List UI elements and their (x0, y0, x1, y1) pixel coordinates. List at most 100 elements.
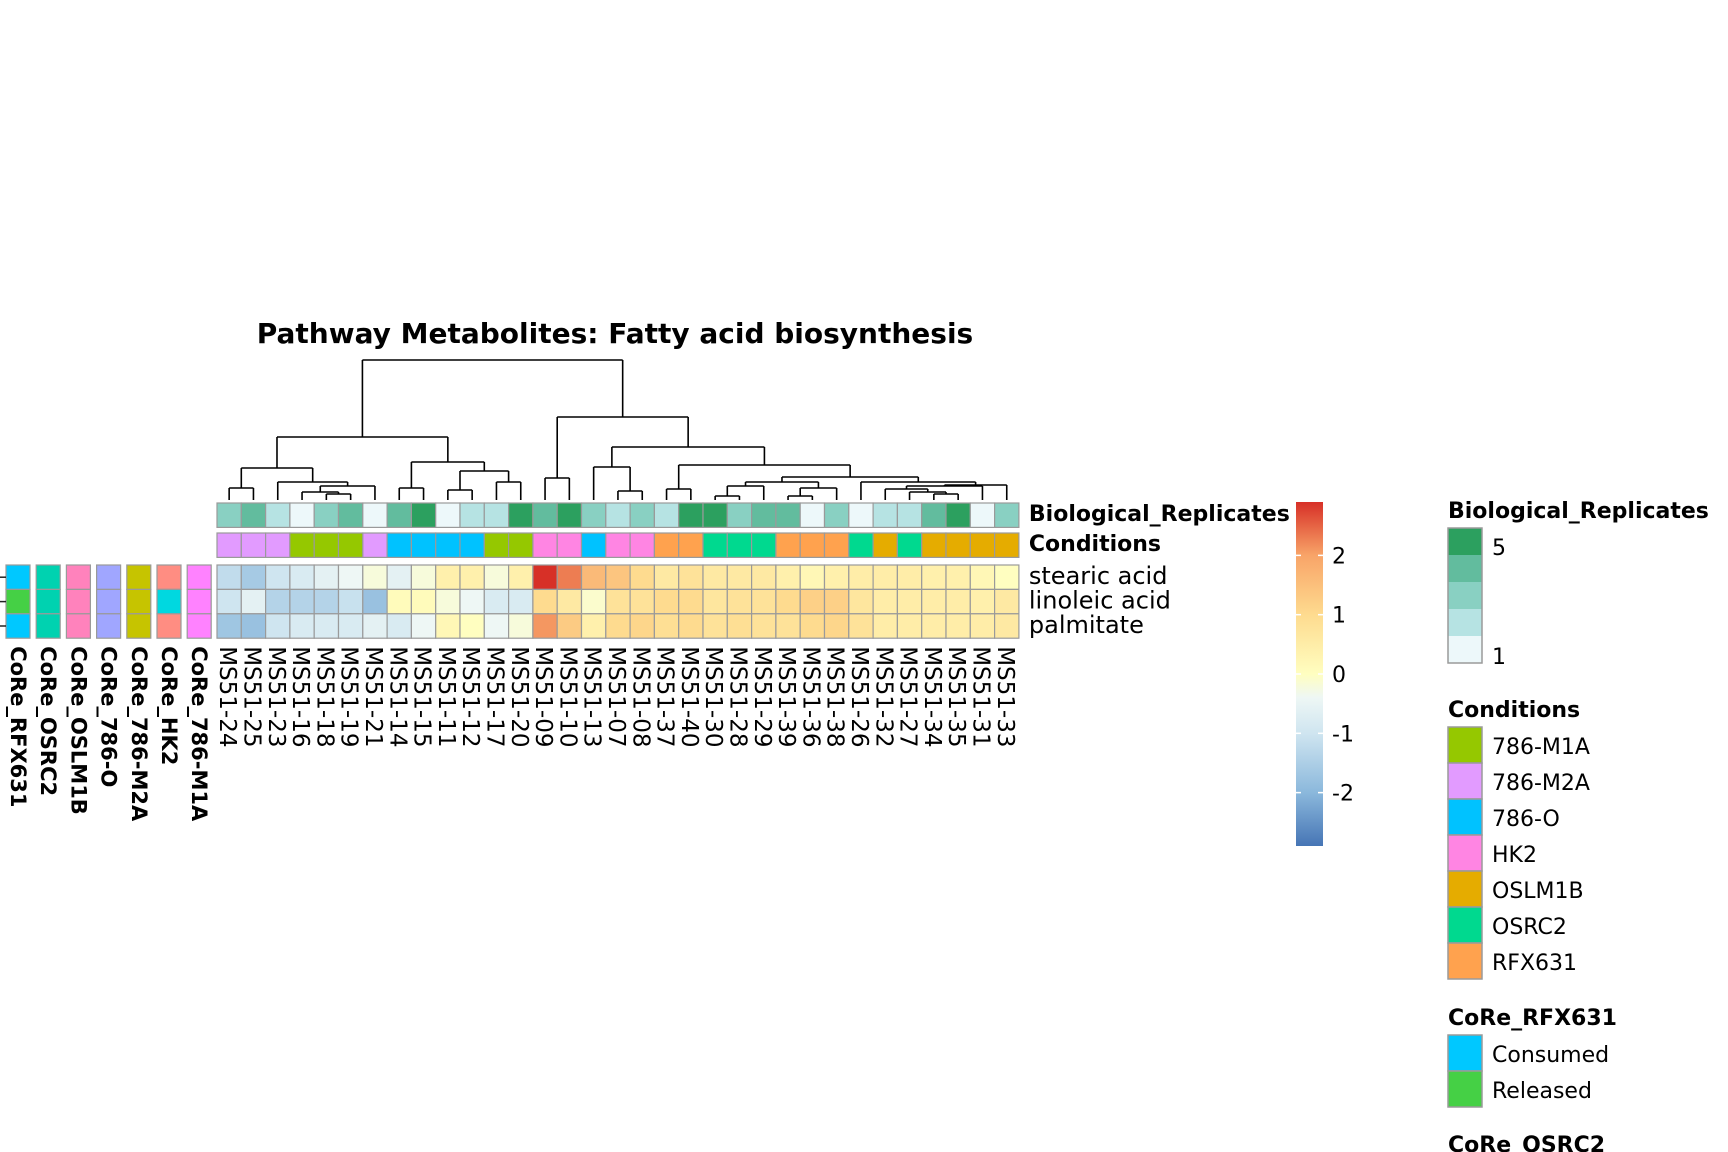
col-annotation-cell (459, 532, 485, 558)
heatmap-cell (410, 588, 437, 615)
heatmap-cell (216, 564, 242, 590)
legend-condition-swatch (1447, 798, 1483, 836)
heatmap-cell (508, 613, 534, 639)
col-annotation-cell (750, 532, 777, 558)
heatmap-cell (508, 588, 534, 615)
col-annotation-cell (629, 502, 655, 528)
column-label: MS51-31 (967, 646, 993, 747)
heatmap-cell (556, 588, 583, 615)
heatmap-cell (459, 564, 485, 590)
row-annotation-cell (65, 564, 92, 590)
legend-core-swatch (1447, 1070, 1483, 1108)
col-annotation-cell (921, 502, 947, 528)
column-label: MS51-07 (603, 646, 629, 747)
col-annotation-cell (969, 532, 996, 558)
col-annotation-cell (265, 502, 291, 528)
heatmap-cell (580, 613, 607, 639)
heatmap-cell (216, 588, 242, 615)
legend-core-label: Consumed (1492, 1043, 1609, 1068)
column-label: MS51-27 (895, 646, 921, 747)
heatmap-cell (386, 564, 413, 590)
row-annotation-cell (35, 564, 61, 590)
row-annotation-cell (186, 564, 212, 590)
heatmap-cell (896, 588, 923, 615)
col-annotation-cell (216, 532, 242, 558)
row-annotation-label: CoRe_OSRC2 (36, 646, 60, 796)
col-annotation-cell (435, 532, 461, 558)
heatmap-cell (775, 613, 801, 639)
legends: Biological_Replicates 5 1 Conditions 786-M1A… (1447, 499, 1709, 1152)
heatmap-cell (532, 588, 558, 615)
heatmap-cell (726, 588, 753, 615)
heatmap-cell (483, 613, 510, 639)
heatmap-cell (921, 564, 947, 590)
heatmap-cell (313, 588, 340, 615)
heatmap-cell (532, 613, 558, 639)
heatmap-cell (823, 564, 850, 590)
heatmap-cell (969, 613, 996, 639)
heatmap-cell (337, 564, 364, 590)
column-label: MS51-36 (797, 646, 823, 747)
column-label: MS51-29 (749, 646, 775, 747)
heatmap-cell (823, 613, 850, 639)
legend-replicate-frame (1447, 527, 1483, 664)
col-annotation-cell (410, 532, 437, 558)
row-annotation-label: CoRe_786-O (97, 646, 121, 787)
col-annotation-cell (799, 532, 826, 558)
col-annotation-cell (410, 502, 437, 528)
heatmap-cell (653, 588, 680, 615)
col-annotation-cell (848, 532, 874, 558)
heatmap-cell (313, 564, 340, 590)
legend-title: Biological_Replicates (1448, 499, 1709, 524)
row-annotation-cell (65, 613, 92, 639)
heatmap-cell (216, 613, 242, 639)
legend-condition-label: HK2 (1492, 843, 1537, 868)
col-annotation-cell (702, 502, 728, 528)
column-label: MS51-19 (336, 646, 362, 747)
heatmap-cell (945, 564, 971, 590)
legend-title: CoRe_RFX631 (1448, 1006, 1617, 1031)
row-annotation-cell (35, 613, 61, 639)
col-annotation-cell (313, 502, 340, 528)
col-annotation-cell (532, 532, 558, 558)
column-label: MS51-33 (992, 646, 1018, 747)
heatmap-cell (289, 564, 315, 590)
col-annotation-cell (921, 532, 947, 558)
heatmap-cell (362, 588, 388, 615)
col-annotation-cell (508, 502, 534, 528)
legend-condition-label: 786-O (1492, 807, 1560, 832)
col-annotation-cell (289, 532, 315, 558)
col-annotation-cell (313, 532, 340, 558)
col-annotation-cell (362, 532, 388, 558)
row-annotation-cell (126, 613, 152, 639)
heatmap-cell (265, 564, 291, 590)
legend-replicate-swatch (1448, 636, 1482, 663)
heatmap-cell (872, 613, 898, 639)
column-label: MS51-08 (627, 646, 653, 747)
chart-title: Pathway Metabolites: Fatty acid biosynth… (257, 317, 973, 350)
col-annotation-label: Biological_Replicates (1029, 502, 1290, 527)
row-annotation-cell (95, 613, 122, 639)
heatmap-cell (313, 613, 340, 639)
column-label: MS51-25 (238, 646, 264, 747)
color-scale-bar: 2 1 0 -1 -2 (1296, 502, 1354, 846)
heatmap-cell (240, 564, 267, 590)
heatmap-cell (386, 588, 413, 615)
heatmap-cell (872, 564, 898, 590)
heatmap-cell (362, 613, 388, 639)
heatmap-cell (605, 564, 631, 590)
heatmap-cell (265, 588, 291, 615)
col-annotation-cell (605, 502, 631, 528)
heatmap-cell (265, 613, 291, 639)
col-annotation-cell (483, 502, 510, 528)
column-label: MS51-12 (457, 646, 483, 747)
legend-condition-swatch (1447, 834, 1483, 872)
heatmap-cell (435, 564, 461, 590)
col-annotation-cell (216, 502, 242, 528)
col-annotation-cell (775, 532, 801, 558)
legend-condition-swatch (1447, 870, 1483, 908)
col-annotation-cell (775, 502, 801, 528)
row-annotation-cell (5, 564, 31, 590)
legend-replicate-swatch (1448, 528, 1482, 555)
